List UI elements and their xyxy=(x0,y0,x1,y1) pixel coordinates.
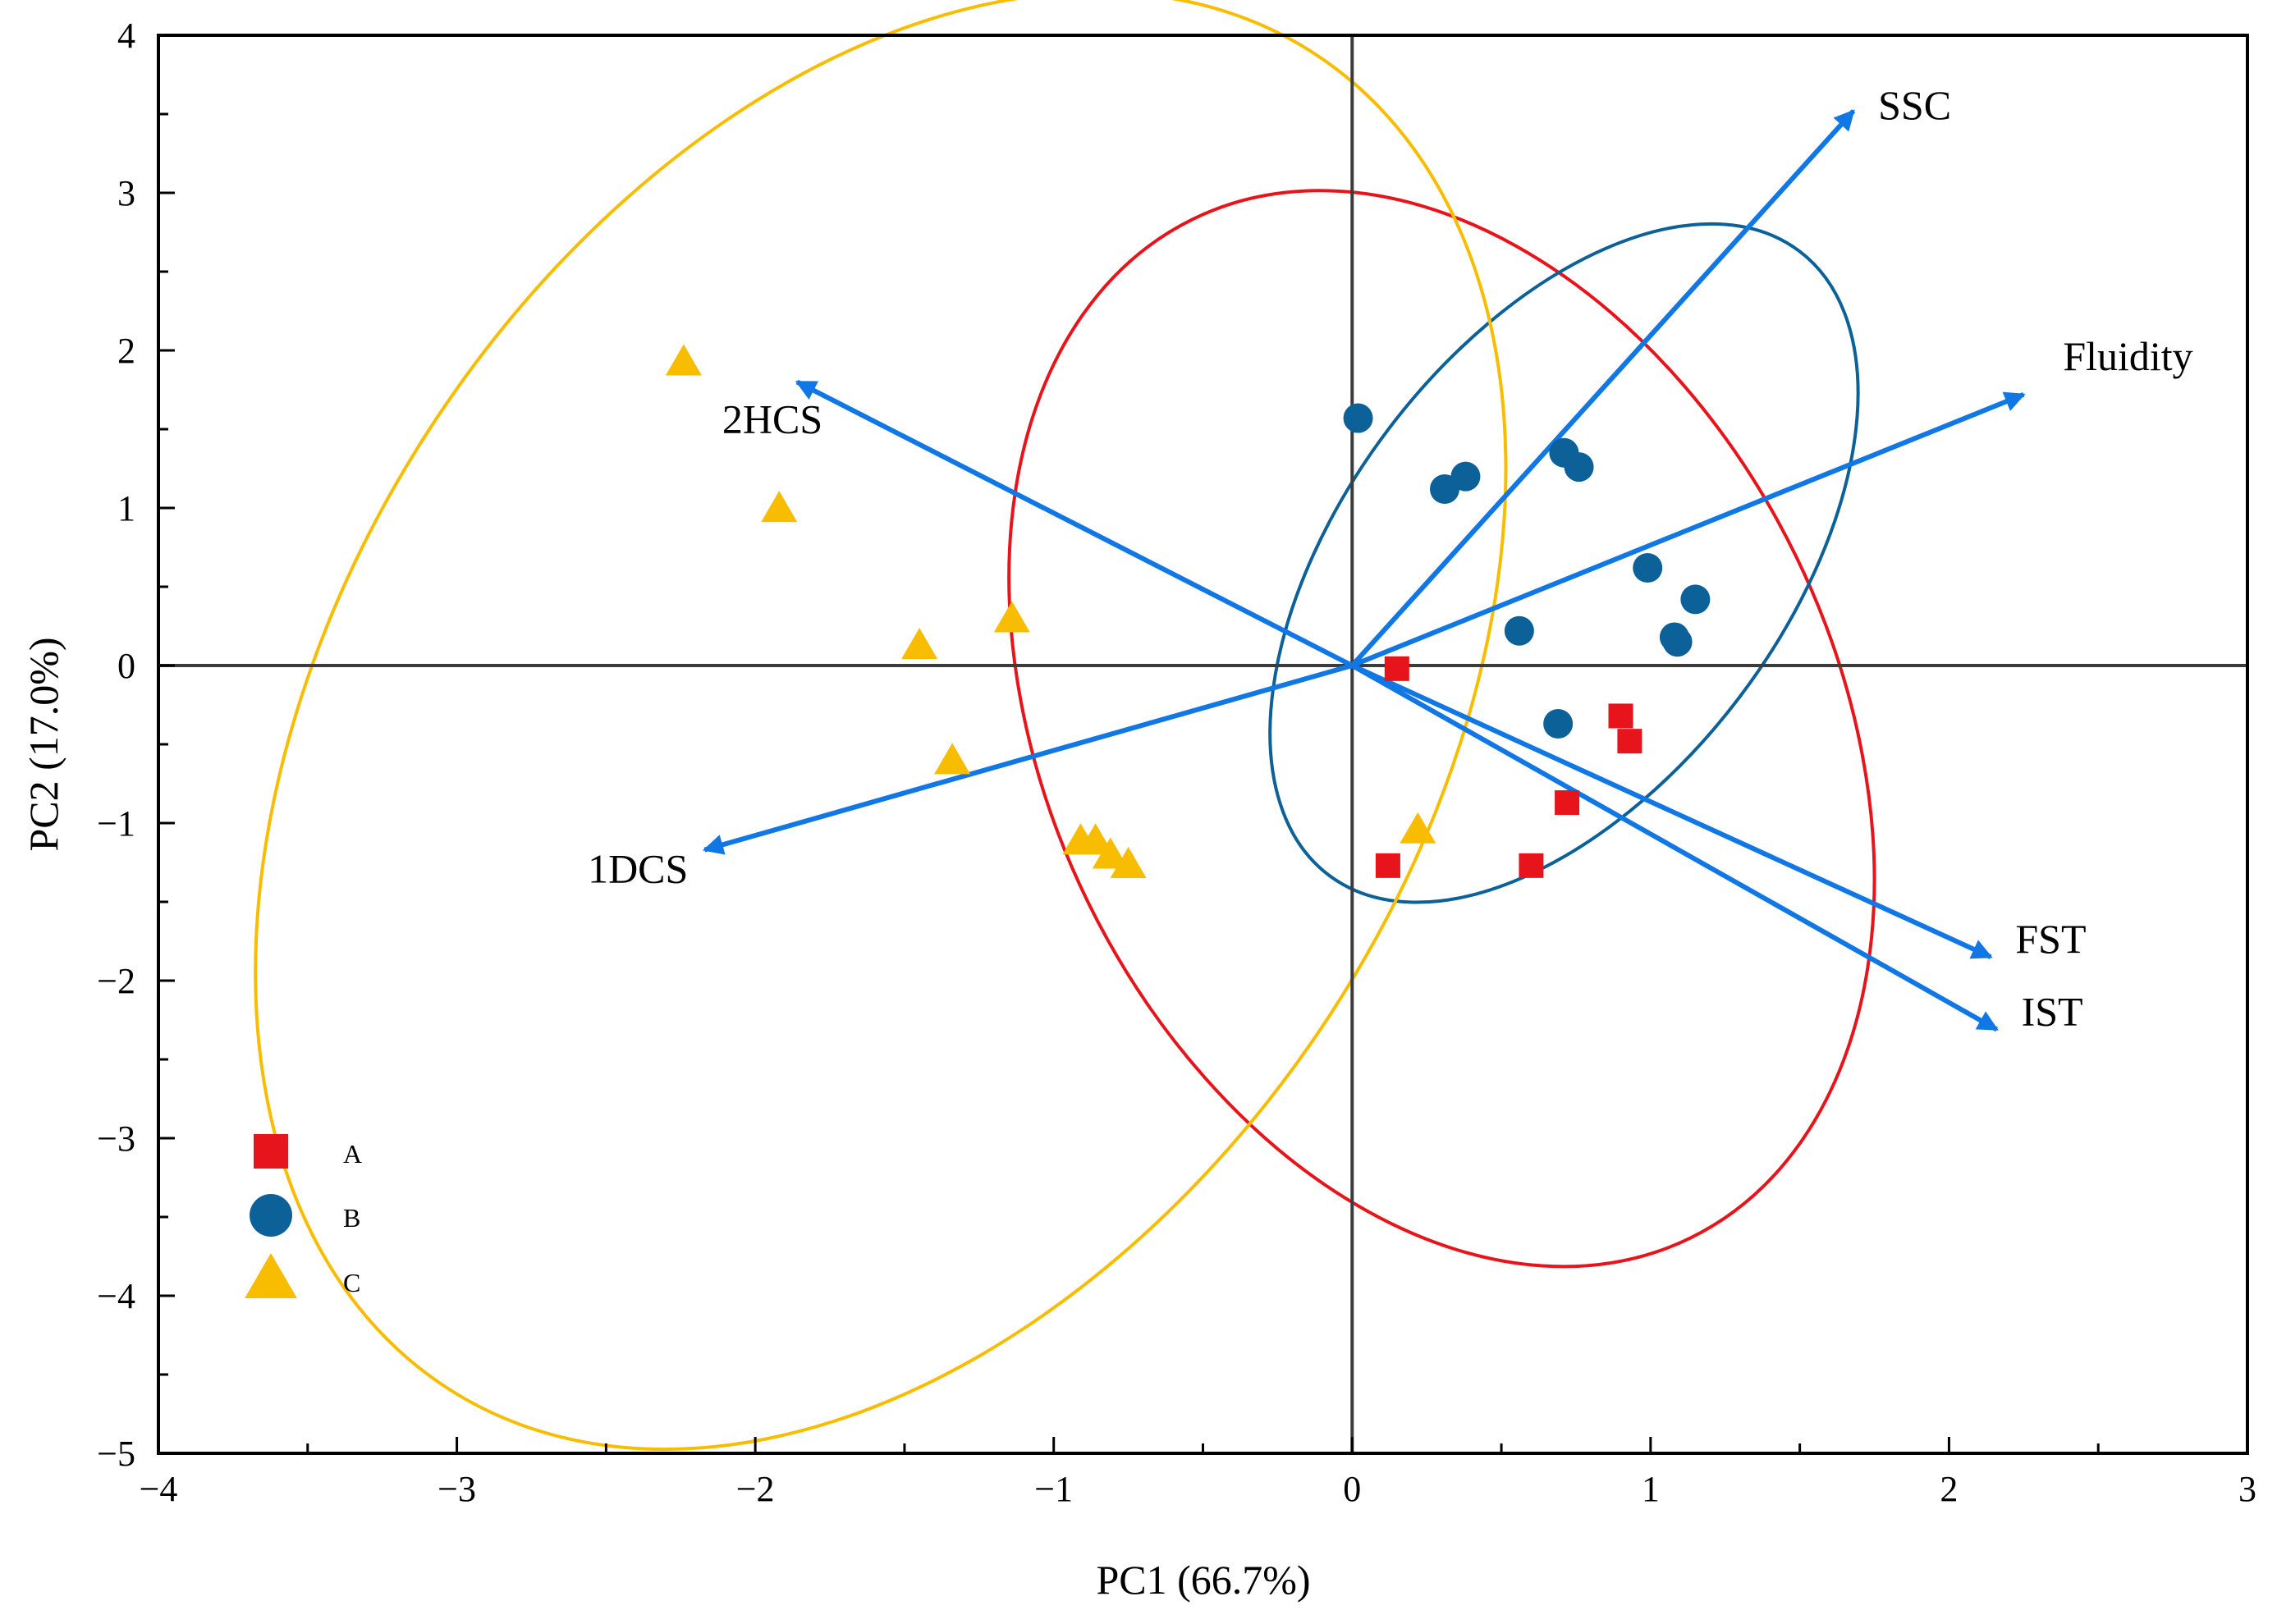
loading-label-fst: FST xyxy=(2015,916,2086,962)
point-a-1 xyxy=(1384,656,1409,681)
point-b-3 xyxy=(1450,461,1481,492)
zero-reference-lines xyxy=(158,35,2247,1453)
point-a-2 xyxy=(1608,703,1633,729)
x-tick-label: 1 xyxy=(1642,1469,1660,1509)
loading-label-1dcs: 1DCS xyxy=(588,846,688,892)
loading-arrow-ist xyxy=(1350,663,1999,1032)
x-tick-label: 2 xyxy=(1940,1469,1958,1509)
loading-label-fluidity: Fluidity xyxy=(2063,333,2192,379)
point-c-7 xyxy=(1077,823,1114,855)
x-tick-label: 0 xyxy=(1343,1469,1361,1509)
x-tick-label: −2 xyxy=(736,1469,775,1509)
plot-background xyxy=(158,35,2247,1453)
y-tick-label: 3 xyxy=(117,173,135,213)
point-b-7 xyxy=(1680,584,1711,615)
y-axis-ticks: 4 3 2 1 0 −1 −2 −3 −4 −5 xyxy=(97,16,175,1474)
point-c-10 xyxy=(1400,812,1436,844)
point-a-3 xyxy=(1617,729,1642,754)
score-points xyxy=(665,344,1711,879)
point-b-10 xyxy=(1504,615,1534,646)
point-c-3 xyxy=(901,628,938,660)
point-c-4 xyxy=(993,601,1030,633)
y-tick-label: −4 xyxy=(97,1276,135,1316)
point-c-8 xyxy=(1092,837,1129,869)
y-tick-label: −2 xyxy=(97,961,135,1001)
ellipse-c xyxy=(254,0,1508,1452)
point-c-1 xyxy=(665,344,702,376)
legend-marker-a xyxy=(254,1134,288,1169)
y-axis-title: PC2 (17.0%) xyxy=(21,637,66,851)
point-a-5 xyxy=(1375,853,1400,878)
x-tick-label: −4 xyxy=(140,1469,178,1509)
y-tick-label: 4 xyxy=(117,16,135,56)
y-tick-label: −1 xyxy=(97,803,135,844)
legend-label-a: A xyxy=(343,1139,362,1169)
point-c-5 xyxy=(934,743,971,775)
point-b-5 xyxy=(1564,452,1594,483)
loading-label-2hcs: 2HCS xyxy=(722,396,822,441)
legend-marker-c xyxy=(245,1252,297,1299)
point-c-9 xyxy=(1110,847,1147,879)
point-b-11 xyxy=(1543,709,1574,739)
confidence-ellipses xyxy=(254,0,1876,1452)
legend-label-b: B xyxy=(343,1203,360,1233)
loading-label-ist: IST xyxy=(2022,989,2083,1035)
x-axis-ticks: −4 −3 −2 −1 0 1 2 3 xyxy=(140,1437,2256,1509)
y-tick-label: −5 xyxy=(97,1434,135,1474)
plot-frame xyxy=(157,34,2249,1455)
legend-marker-b xyxy=(250,1194,292,1237)
loading-label-ssc: SSC xyxy=(1878,82,1951,128)
loading-arrow-fst xyxy=(1351,663,1993,959)
y-tick-label: 2 xyxy=(117,331,135,371)
loading-arrow-2hcs xyxy=(795,379,1354,668)
loading-arrow-1dcs xyxy=(702,663,1354,855)
x-tick-label: −1 xyxy=(1034,1469,1073,1509)
y-tick-label: −3 xyxy=(97,1119,135,1159)
point-b-9 xyxy=(1662,627,1693,657)
y-tick-label: 0 xyxy=(117,646,135,686)
y-tick-label: 1 xyxy=(117,488,135,528)
ellipse-a xyxy=(1007,189,1876,1269)
loading-vectors: SSC Fluidity 2HCS 1DCS FST IST xyxy=(588,82,2193,1034)
x-axis-title: PC1 (66.7%) xyxy=(1096,1557,1310,1603)
x-tick-label: 3 xyxy=(2238,1469,2256,1509)
point-a-4 xyxy=(1555,790,1580,816)
point-c-2 xyxy=(761,491,798,523)
legend-label-c: C xyxy=(343,1268,360,1297)
loading-arrow-ssc xyxy=(1350,109,1856,668)
x-tick-label: −3 xyxy=(438,1469,476,1509)
loading-arrow-fluidity xyxy=(1351,391,2026,668)
legend: A B C xyxy=(245,1134,362,1299)
point-b-1 xyxy=(1343,403,1373,433)
point-a-6 xyxy=(1519,853,1544,878)
ellipse-b xyxy=(1268,222,1860,904)
point-b-6 xyxy=(1633,552,1663,583)
